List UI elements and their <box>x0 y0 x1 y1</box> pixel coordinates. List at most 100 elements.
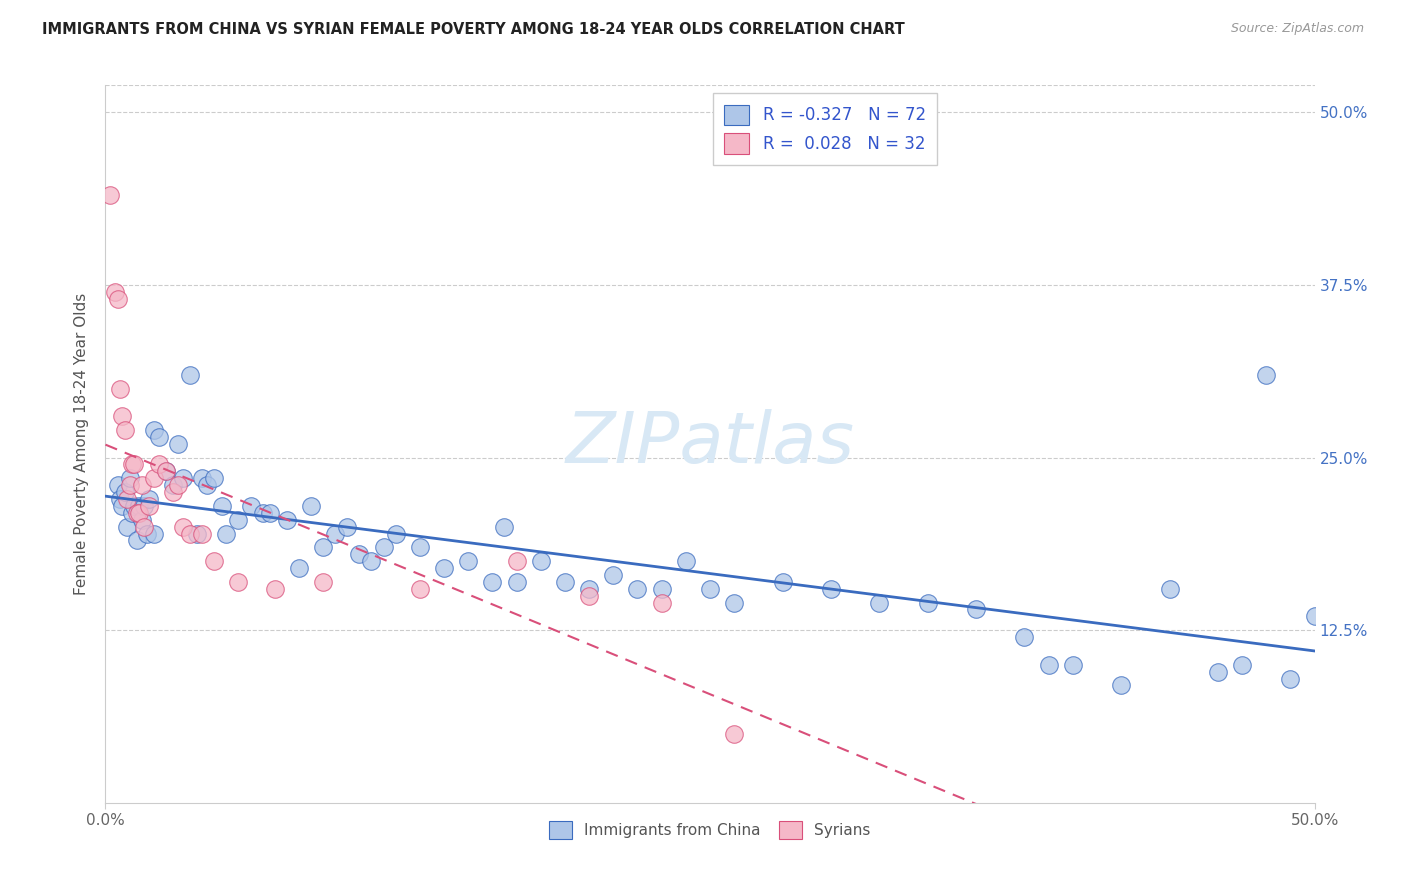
Point <box>114 485 136 500</box>
Point <box>142 471 165 485</box>
Point <box>1159 582 1181 596</box>
Point <box>323 526 346 541</box>
Y-axis label: Female Poverty Among 18-24 Year Olds: Female Poverty Among 18-24 Year Olds <box>75 293 90 595</box>
Point <box>111 409 134 424</box>
Point <box>360 554 382 568</box>
Point <box>179 526 201 541</box>
Point <box>1109 678 1132 692</box>
Point <box>167 436 190 450</box>
Point <box>276 513 298 527</box>
Point <box>107 478 129 492</box>
Point <box>1230 657 1253 672</box>
Point <box>128 499 150 513</box>
Point <box>167 478 190 492</box>
Point <box>868 596 890 610</box>
Point <box>111 499 134 513</box>
Point <box>1206 665 1229 679</box>
Point <box>124 458 146 472</box>
Point <box>191 526 214 541</box>
Point <box>373 541 395 555</box>
Point <box>433 561 456 575</box>
Point <box>115 491 138 506</box>
Point <box>108 382 131 396</box>
Point <box>699 582 721 596</box>
Point <box>107 292 129 306</box>
Point <box>820 582 842 596</box>
Point <box>384 526 406 541</box>
Point <box>228 513 250 527</box>
Point <box>409 582 432 596</box>
Point <box>162 478 184 492</box>
Point <box>723 727 745 741</box>
Point <box>1014 630 1036 644</box>
Point <box>135 526 157 541</box>
Point <box>125 533 148 548</box>
Point <box>202 471 225 485</box>
Point <box>723 596 745 610</box>
Point <box>162 485 184 500</box>
Point <box>121 506 143 520</box>
Point <box>530 554 553 568</box>
Point <box>148 430 170 444</box>
Point <box>142 423 165 437</box>
Point <box>312 541 335 555</box>
Point <box>148 458 170 472</box>
Point <box>124 499 146 513</box>
Point <box>578 589 600 603</box>
Point <box>131 513 153 527</box>
Point <box>651 582 673 596</box>
Point <box>494 519 516 533</box>
Point <box>114 423 136 437</box>
Point <box>457 554 479 568</box>
Point <box>1256 368 1278 382</box>
Text: IMMIGRANTS FROM CHINA VS SYRIAN FEMALE POVERTY AMONG 18-24 YEAR OLDS CORRELATION: IMMIGRANTS FROM CHINA VS SYRIAN FEMALE P… <box>42 22 905 37</box>
Point <box>602 568 624 582</box>
Point <box>263 582 285 596</box>
Point <box>675 554 697 568</box>
Point <box>211 499 233 513</box>
Point <box>98 188 121 202</box>
Point <box>202 554 225 568</box>
Point <box>1303 609 1326 624</box>
Point <box>104 285 127 299</box>
Point <box>155 464 177 478</box>
Point <box>186 526 208 541</box>
Point <box>195 478 218 492</box>
Point <box>1279 672 1302 686</box>
Point <box>172 519 194 533</box>
Point <box>118 471 141 485</box>
Point <box>228 574 250 589</box>
Point <box>134 519 156 533</box>
Point <box>179 368 201 382</box>
Point <box>1062 657 1084 672</box>
Point <box>965 602 987 616</box>
Point <box>155 464 177 478</box>
Point <box>626 582 648 596</box>
Point <box>1038 657 1060 672</box>
Text: Source: ZipAtlas.com: Source: ZipAtlas.com <box>1230 22 1364 36</box>
Point <box>121 458 143 472</box>
Point <box>288 561 311 575</box>
Point <box>131 478 153 492</box>
Point <box>349 547 371 561</box>
Point <box>505 574 527 589</box>
Point <box>336 519 359 533</box>
Point <box>409 541 432 555</box>
Point <box>138 499 160 513</box>
Point <box>108 491 131 506</box>
Point <box>134 499 156 513</box>
Point <box>118 478 141 492</box>
Point <box>312 574 335 589</box>
Point <box>505 554 527 568</box>
Point <box>299 499 322 513</box>
Point <box>239 499 262 513</box>
Point <box>138 491 160 506</box>
Text: ZIPatlas: ZIPatlas <box>565 409 855 478</box>
Point <box>651 596 673 610</box>
Point <box>215 526 238 541</box>
Point <box>142 526 165 541</box>
Point <box>115 519 138 533</box>
Point <box>259 506 281 520</box>
Point <box>172 471 194 485</box>
Point <box>481 574 503 589</box>
